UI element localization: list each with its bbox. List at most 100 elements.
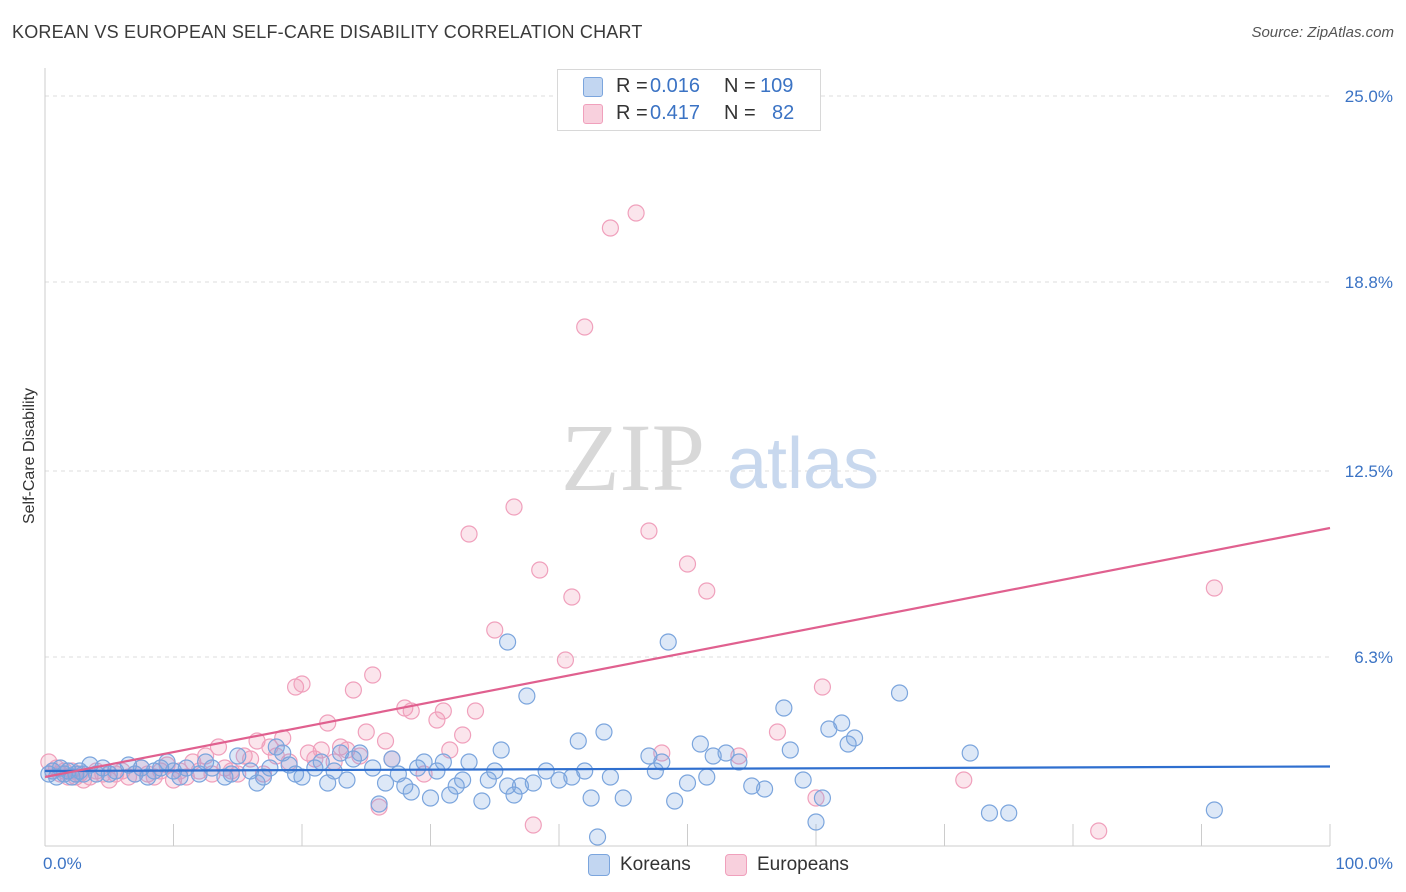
data-point xyxy=(1205,801,1223,819)
data-point xyxy=(627,204,645,222)
n-label: N = xyxy=(724,75,756,97)
series-legend: Koreans Europeans xyxy=(0,850,1406,880)
r-label: R = xyxy=(616,102,648,124)
data-point xyxy=(505,498,523,516)
n-value: 82 xyxy=(772,102,795,124)
data-point xyxy=(357,723,375,741)
data-point xyxy=(704,747,722,765)
tick-labels: 6.3% 12.5% 18.8% 25.0% 0.0% 100.0% xyxy=(43,87,1393,873)
axes xyxy=(44,68,1331,847)
data-point xyxy=(312,741,330,759)
data-point xyxy=(344,750,362,768)
data-point xyxy=(139,768,157,786)
r-value: 0.016 xyxy=(650,75,701,97)
data-point xyxy=(1205,579,1223,597)
data-point xyxy=(563,588,581,606)
data-point xyxy=(653,744,671,762)
data-point xyxy=(486,621,504,639)
r-label: R = xyxy=(616,75,648,97)
data-point xyxy=(768,723,787,741)
data-point xyxy=(383,750,401,768)
data-point xyxy=(595,723,613,741)
data-point xyxy=(132,759,150,777)
source-label: Source: ZipAtlas.com xyxy=(1251,24,1394,41)
data-point xyxy=(492,741,510,759)
data-point xyxy=(229,747,247,765)
y-tick-label: 25.0% xyxy=(1345,87,1393,106)
data-point xyxy=(370,795,388,813)
n-label: N = xyxy=(724,102,756,124)
data-point xyxy=(550,771,568,789)
data-point xyxy=(576,762,594,780)
data-point xyxy=(601,768,620,786)
data-point xyxy=(531,561,549,579)
data-point xyxy=(518,687,536,705)
data-point xyxy=(364,759,382,777)
data-point xyxy=(755,780,774,798)
data-point xyxy=(479,771,497,789)
data-point xyxy=(454,726,472,744)
data-point xyxy=(306,759,324,777)
data-point xyxy=(376,774,395,792)
data-point xyxy=(524,816,542,834)
data-point xyxy=(344,681,362,699)
data-point xyxy=(678,555,697,573)
data-point xyxy=(299,744,318,762)
data-point xyxy=(698,768,716,786)
data-point xyxy=(466,702,485,720)
data-point xyxy=(351,744,369,762)
data-point xyxy=(376,732,395,750)
data-point xyxy=(267,738,285,756)
data-point xyxy=(1000,804,1018,822)
stats-row-europeans: R = 0.417 N = 82 xyxy=(558,101,820,127)
stats-row-koreans: R = 0.016 N = 109 xyxy=(558,74,820,100)
data-point xyxy=(955,771,973,789)
watermark: ZIP atlas xyxy=(561,404,879,511)
data-point xyxy=(434,753,452,771)
data-point xyxy=(248,774,266,792)
x-tick-label: 100.0% xyxy=(1335,854,1393,873)
data-point xyxy=(691,735,709,753)
data-point xyxy=(338,771,356,789)
data-point xyxy=(402,783,420,801)
data-point xyxy=(254,768,273,786)
data-point xyxy=(460,753,478,771)
data-point xyxy=(813,678,832,696)
data-point xyxy=(434,702,452,720)
data-point xyxy=(421,789,440,807)
data-point xyxy=(511,777,530,795)
data-point xyxy=(454,771,472,789)
trend-lines xyxy=(44,526,1331,779)
y-axis-label: Self-Care Disability xyxy=(21,388,38,524)
data-point xyxy=(428,711,446,729)
swatch-europeans xyxy=(725,854,747,876)
data-point xyxy=(409,759,427,777)
data-point xyxy=(428,762,446,780)
data-point xyxy=(473,792,491,810)
watermark-zip: ZIP xyxy=(561,404,705,511)
y-tick-label: 18.8% xyxy=(1345,273,1393,292)
data-point xyxy=(524,774,542,792)
data-point xyxy=(717,744,735,762)
data-point xyxy=(280,756,298,774)
y-tick-label: 12.5% xyxy=(1345,462,1393,481)
trend-line xyxy=(44,765,1331,773)
data-point xyxy=(576,318,594,336)
data-point xyxy=(807,789,825,807)
swatch-europeans xyxy=(583,104,603,124)
data-point xyxy=(807,813,825,831)
data-point xyxy=(222,765,240,783)
data-point xyxy=(833,714,851,732)
data-point xyxy=(961,744,979,762)
data-point xyxy=(698,582,716,600)
data-point xyxy=(582,789,600,807)
data-point xyxy=(614,789,632,807)
data-point xyxy=(396,777,414,795)
data-point xyxy=(588,828,607,846)
data-point xyxy=(775,699,793,717)
data-point xyxy=(794,771,812,789)
data-point xyxy=(653,753,671,771)
data-point xyxy=(364,666,382,684)
n-value: 109 xyxy=(760,75,794,97)
